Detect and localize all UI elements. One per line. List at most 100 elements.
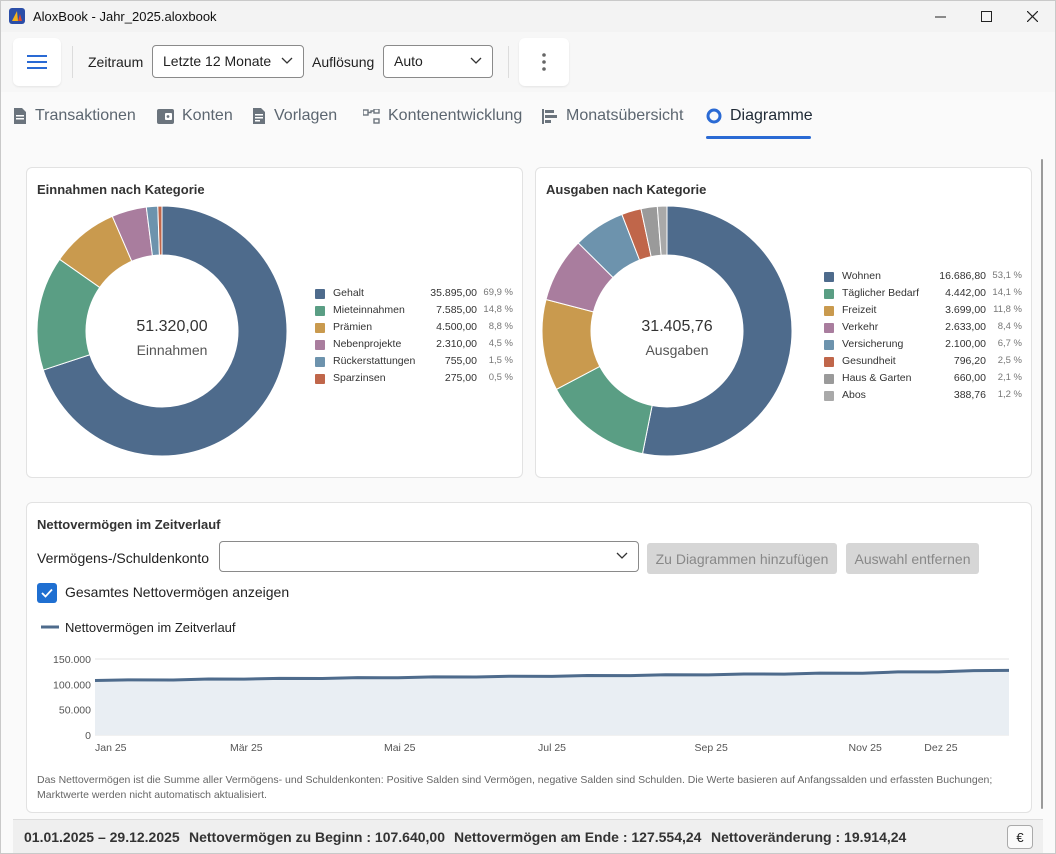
- toolbar-divider: [72, 46, 73, 78]
- legend-swatch: [824, 323, 834, 333]
- tab-label: Konten: [182, 107, 233, 124]
- legend-label: Prämien: [333, 321, 373, 333]
- income-chart-card: Einnahmen nach Kategorie 51.320,00 Einna…: [26, 167, 523, 478]
- tab-monatsuebersicht[interactable]: Monatsübersicht: [542, 107, 683, 125]
- legend-label: Mieteinnahmen: [333, 304, 405, 316]
- change-label: Nettoveränderung: [711, 829, 832, 845]
- networth-title: Nettovermögen im Zeitverlauf: [37, 517, 221, 532]
- tab-kontenentwicklung[interactable]: Kontenentwicklung: [363, 107, 522, 125]
- zeitraum-select[interactable]: Letzte 12 Monate: [152, 45, 304, 78]
- expense-legend-item: Wohnen 16.686,80 53,1 %: [824, 270, 1022, 287]
- expense-legend-item: Täglicher Bedarf 4.442,00 14,1 %: [824, 287, 1022, 304]
- income-legend-item: Nebenprojekte 2.310,00 4,5 %: [315, 338, 513, 355]
- legend-label: Täglicher Bedarf: [842, 287, 920, 299]
- expense-legend-item: Gesundheit 796,20 2,5 %: [824, 355, 1022, 372]
- aufloesung-select[interactable]: Auto: [383, 45, 493, 78]
- minimize-button[interactable]: [917, 1, 963, 32]
- aufloesung-label: Auflösung: [312, 54, 375, 70]
- vertical-scrollbar[interactable]: [1041, 159, 1043, 809]
- legend-swatch: [824, 272, 834, 282]
- legend-swatch: [315, 306, 325, 316]
- legend-percent: 14,8 %: [483, 304, 513, 315]
- tab-transaktionen[interactable]: Transaktionen: [13, 107, 136, 125]
- networth-line-chart: Nettovermögen im Zeitverlauf 0 50.000 100.0…: [41, 620, 1010, 754]
- legend-percent: 8,8 %: [488, 321, 513, 332]
- legend-percent: 69,9 %: [483, 287, 513, 298]
- tab-label: Diagramme: [730, 107, 813, 124]
- legend-label: Verkehr: [842, 321, 879, 333]
- networth-line: [94, 668, 1010, 682]
- legend-value: 275,00: [444, 372, 477, 384]
- legend-swatch: [824, 391, 834, 401]
- expense-legend-item: Abos 388,76 1,2 %: [824, 389, 1022, 406]
- x-tick-label: Nov 25: [849, 742, 882, 754]
- legend-swatch: [315, 357, 325, 367]
- app-logo-icon: [9, 8, 25, 24]
- legend-percent: 2,1 %: [997, 372, 1022, 383]
- legend-value: 388,76: [953, 389, 986, 401]
- legend-swatch: [824, 289, 834, 299]
- tab-label: Monatsübersicht: [566, 107, 684, 124]
- window-title: AloxBook - Jahr_2025.aloxbook: [33, 9, 217, 24]
- legend-swatch: [315, 323, 325, 333]
- maximize-button[interactable]: [963, 1, 1009, 32]
- line-legend-label: Nettovermögen im Zeitverlauf: [65, 620, 236, 635]
- y-tick-label: 50.000: [59, 705, 91, 717]
- account-label: Vermögens-/Schuldenkonto: [37, 550, 209, 566]
- legend-value: 4.442,00: [945, 287, 986, 299]
- active-tab-indicator: [706, 136, 811, 139]
- maximize-icon: [980, 11, 992, 22]
- income-total-label: Einnahmen: [136, 342, 208, 358]
- zeitraum-value: Letzte 12 Monate: [163, 53, 272, 69]
- x-tick-label: Jul 25: [538, 742, 566, 754]
- more-options-button[interactable]: [519, 38, 569, 86]
- change-networth: Nettoveränderung : 19.914,24: [711, 829, 907, 845]
- close-icon: [1026, 11, 1038, 22]
- legend-label: Rückerstattungen: [333, 355, 416, 367]
- legend-label: Nebenprojekte: [333, 338, 402, 350]
- legend-percent: 8,4 %: [997, 321, 1022, 332]
- income-legend-item: Sparzinsen 275,00 0,5 %: [315, 372, 513, 389]
- end-networth: Nettovermögen am Ende : 127.554,24: [454, 829, 702, 845]
- y-tick-label: 150.000: [53, 654, 91, 666]
- income-slice-0: [42, 206, 288, 457]
- legend-value: 4.500,00: [436, 321, 477, 333]
- legend-percent: 53,1 %: [992, 270, 1022, 281]
- x-tick-label: Sep 25: [695, 742, 728, 754]
- start-label: Nettovermögen zu Beginn: [189, 829, 363, 845]
- account-select[interactable]: [219, 541, 639, 572]
- hamburger-menu-button[interactable]: [13, 38, 61, 86]
- income-legend-item: Prämien 4.500,00 8,8 %: [315, 321, 513, 338]
- expense-slice-0: [641, 206, 793, 457]
- legend-percent: 1,5 %: [488, 355, 513, 366]
- end-value: 127.554,24: [631, 829, 702, 845]
- legend-swatch: [824, 374, 834, 384]
- remove-selection-button[interactable]: Auswahl entfernen: [846, 543, 979, 574]
- aufloesung-value: Auto: [394, 53, 423, 69]
- start-value: 107.640,00: [374, 829, 445, 845]
- legend-percent: 6,7 %: [997, 338, 1022, 349]
- networth-footnote: Das Nettovermögen ist die Summe aller Ve…: [37, 774, 993, 801]
- tab-diagramme[interactable]: Diagramme: [706, 107, 813, 125]
- currency-button[interactable]: €: [1007, 825, 1033, 849]
- tab-konten[interactable]: Konten: [157, 107, 233, 125]
- checkmark-icon: [41, 588, 53, 598]
- bar-list-icon: [542, 108, 557, 124]
- legend-label: Wohnen: [842, 270, 881, 282]
- legend-swatch: [824, 340, 834, 350]
- legend-swatch: [824, 357, 834, 367]
- income-chart-title: Einnahmen nach Kategorie: [37, 182, 205, 197]
- close-button[interactable]: [1009, 1, 1055, 32]
- chevron-down-icon: [281, 57, 293, 64]
- legend-percent: 4,5 %: [488, 338, 513, 349]
- add-to-charts-button[interactable]: Zu Diagrammen hinzufügen: [647, 543, 837, 574]
- total-networth-checkbox[interactable]: [37, 583, 57, 603]
- end-label: Nettovermögen am Ende: [454, 829, 619, 845]
- tab-bar: Transaktionen Konten Vorlagen Kontenentw…: [1, 94, 1055, 142]
- legend-value: 3.699,00: [945, 304, 986, 316]
- income-legend-item: Rückerstattungen 755,00 1,5 %: [315, 355, 513, 372]
- legend-label: Versicherung: [842, 338, 904, 350]
- legend-label: Gesundheit: [842, 355, 896, 367]
- tab-vorlagen[interactable]: Vorlagen: [252, 107, 337, 125]
